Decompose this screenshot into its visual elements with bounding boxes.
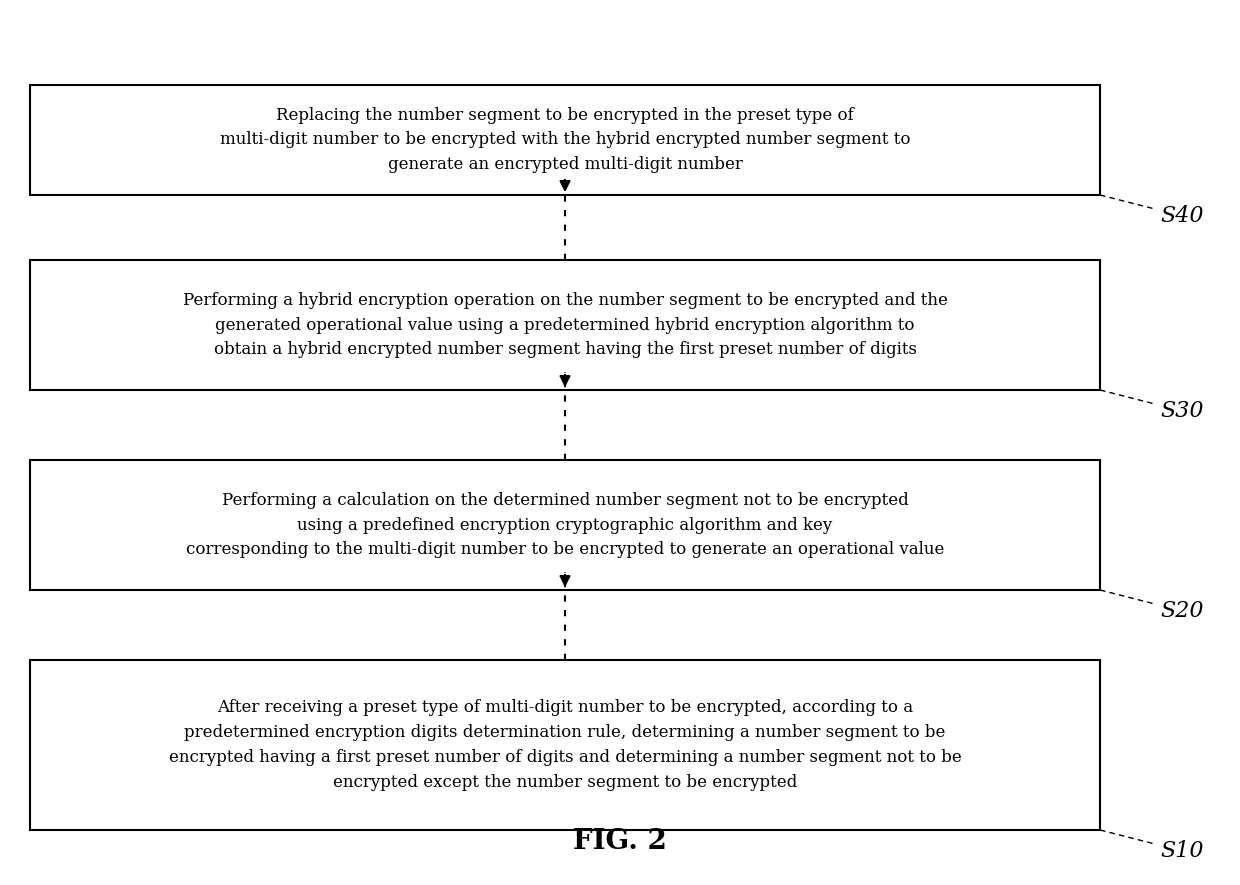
Text: After receiving a preset type of multi-digit number to be encrypted, according t: After receiving a preset type of multi-d… xyxy=(169,699,961,790)
Text: FIG. 2: FIG. 2 xyxy=(573,828,667,855)
Text: S20: S20 xyxy=(1159,600,1204,622)
Bar xyxy=(30,460,1100,590)
Text: Performing a hybrid encryption operation on the number segment to be encrypted a: Performing a hybrid encryption operation… xyxy=(182,292,947,358)
Bar xyxy=(30,260,1100,390)
Text: Performing a calculation on the determined number segment not to be encrypted
us: Performing a calculation on the determin… xyxy=(186,492,944,558)
Text: S40: S40 xyxy=(1159,205,1204,227)
Bar xyxy=(30,660,1100,830)
Text: S30: S30 xyxy=(1159,400,1204,422)
Bar xyxy=(30,85,1100,195)
Text: S10: S10 xyxy=(1159,840,1204,862)
Text: Replacing the number segment to be encrypted in the preset type of
multi-digit n: Replacing the number segment to be encry… xyxy=(219,107,910,173)
